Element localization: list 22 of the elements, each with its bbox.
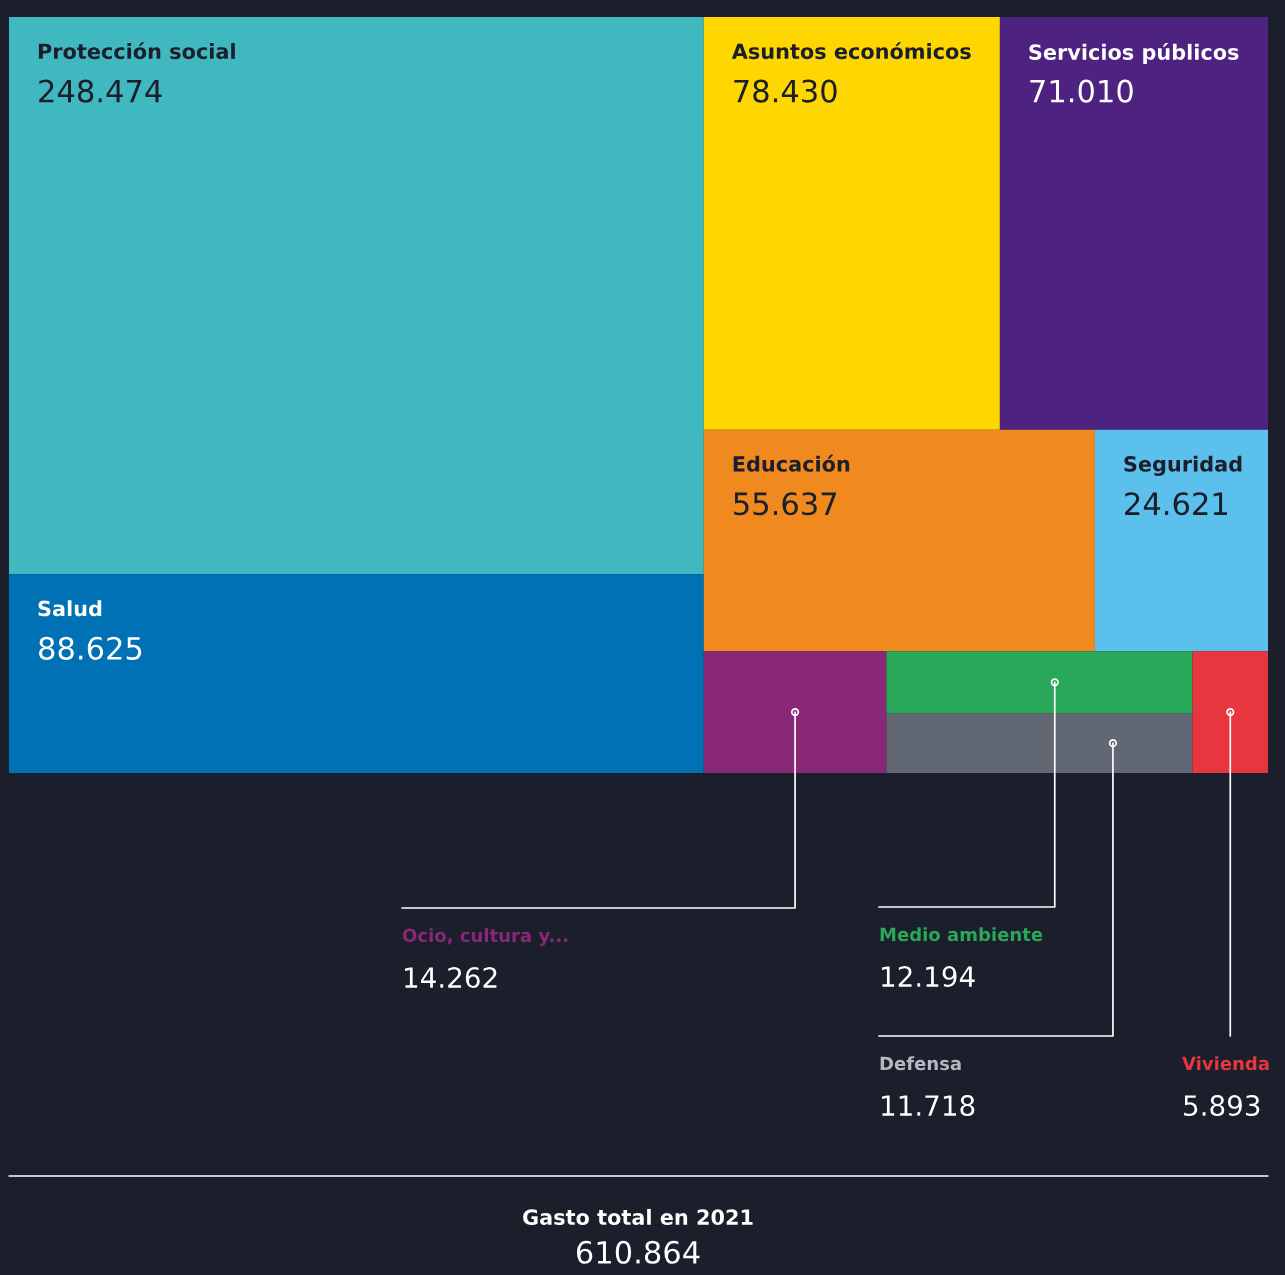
data-label: 71.010 [1030, 79, 1133, 103]
category-label: Ocio, cultura y... [402, 928, 568, 946]
category-label: Servicios públicos [1029, 43, 1239, 64]
data-label: 78.430 [734, 79, 837, 103]
data-label: 12.194 [882, 966, 975, 988]
category-label: Educación [733, 454, 850, 472]
category-label: Salud [38, 600, 102, 617]
data-label: 88.625 [39, 636, 142, 660]
category-label: Asuntos económicos [731, 42, 971, 60]
category-label: Vivienda [1182, 1056, 1269, 1071]
data-label: 24.621 [1125, 492, 1227, 516]
data-label: 14.262 [405, 967, 497, 989]
data-label: 5.893 [1184, 1095, 1260, 1117]
category-label: Seguridad [1124, 455, 1242, 476]
category-label: Medio ambiente [880, 927, 1043, 942]
data-label: 11.718 [882, 1095, 975, 1117]
text: 610.864 [576, 1240, 700, 1264]
text: Gasto total en 2021 [523, 1208, 753, 1226]
data-label: 55.637 [734, 492, 837, 516]
category-label: Defensa [880, 1056, 961, 1071]
category-label: Protección social [38, 42, 235, 60]
data-label: 248.474 [39, 79, 162, 103]
